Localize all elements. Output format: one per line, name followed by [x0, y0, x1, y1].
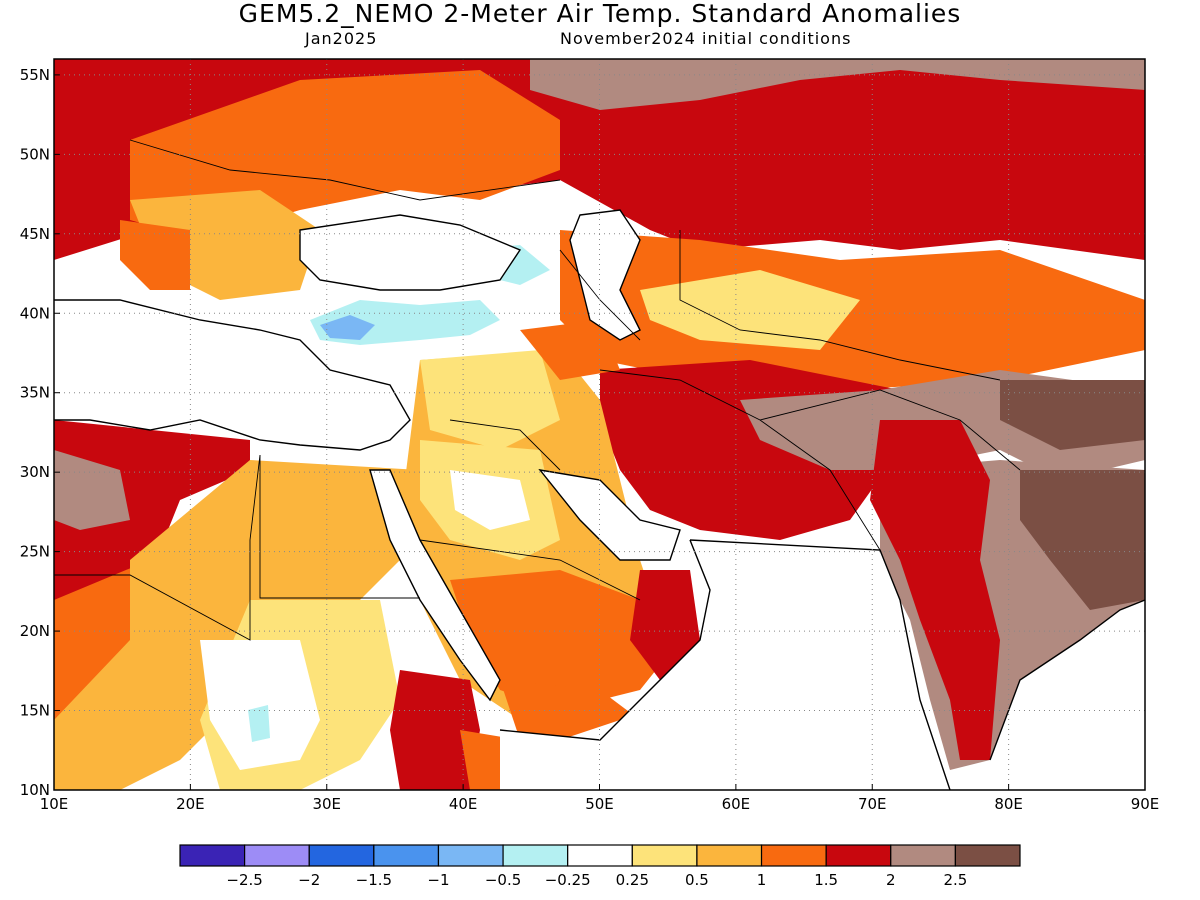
arabian-sea — [560, 540, 950, 790]
colorbar-swatch — [890, 844, 956, 867]
lon-tick-label: 40E — [449, 795, 478, 813]
shade-iraq-yellow — [420, 350, 560, 450]
political-borders — [54, 139, 1021, 641]
colorbar-swatch — [760, 844, 827, 867]
colorbar-swatch — [437, 844, 504, 867]
lat-tick-label: 30N — [20, 463, 50, 481]
colorbar-swatch — [631, 844, 698, 867]
colorbar-label: 0.5 — [685, 871, 709, 889]
colorbar-swatch — [179, 844, 246, 867]
shade-caucasus-orange — [520, 320, 620, 380]
colorbar-label: −1 — [427, 871, 449, 889]
shade-arabia-white — [450, 470, 530, 530]
lat-tick-label: 25N — [20, 543, 50, 561]
shade-anatolia-blue — [320, 315, 375, 340]
colorbar-label: 1.5 — [814, 871, 838, 889]
shade-africa-brown — [54, 450, 130, 530]
shade-india-dark-red — [870, 420, 1000, 760]
colorbar-label: 1 — [757, 871, 767, 889]
map-title: GEM5.2_NEMO 2-Meter Air Temp. Standard A… — [238, 0, 962, 28]
lon-tick-label: 60E — [722, 795, 751, 813]
red-sea — [370, 470, 500, 700]
colorbar-label: −0.25 — [545, 871, 591, 889]
colorbar-label: 2.5 — [943, 871, 967, 889]
colorbar-swatch — [696, 844, 763, 867]
shade-tibet-dark-brown — [1000, 380, 1145, 450]
colorbar-swatch — [308, 844, 375, 867]
lat-tick-label: 50N — [20, 145, 50, 163]
shade-ne-brown — [530, 59, 1145, 110]
colorbar-label: −1.5 — [356, 871, 392, 889]
bay-of-bengal — [990, 600, 1145, 790]
colorbar: −2.5 −2 −1.5 −1 −0.5 −0.25 0.25 0.5 1 1.5 2 2.5 — [179, 844, 1021, 889]
lat-tick-label: 55N — [20, 66, 50, 84]
lon-tick-label: 20E — [176, 795, 205, 813]
lat-tick-label: 15N — [20, 702, 50, 720]
persian-gulf — [540, 470, 680, 560]
gulf-of-aden — [500, 730, 610, 790]
lon-tick-label: 30E — [312, 795, 341, 813]
shade-india-dark-brown — [1020, 470, 1145, 610]
shade-sudan-white — [200, 640, 320, 770]
shade-arabia-orange — [450, 570, 680, 710]
shade-central-asia-yellow — [640, 270, 860, 350]
lon-tick-label: 50E — [585, 795, 614, 813]
subtitle-month: Jan2025 — [305, 29, 378, 48]
colorbar-label: 0.25 — [616, 871, 649, 889]
shade-central-asia-orange — [560, 230, 1145, 390]
colorbar-label: −0.5 — [485, 871, 521, 889]
lat-tick-label: 35N — [20, 384, 50, 402]
shade-oman-dark-red — [630, 570, 700, 680]
colorbar-swatch — [954, 844, 1021, 867]
lat-tick-label: 40N — [20, 304, 50, 322]
lon-tick-label: 70E — [858, 795, 887, 813]
lon-tick-label: 90E — [1131, 795, 1160, 813]
lat-tick-label: 20N — [20, 622, 50, 640]
colorbar-label: 2 — [886, 871, 896, 889]
axis-ticks: 10E 20E 30E 40E 50E 60E 70E 80E 90E 10N 15N 20N 25N 3… — [20, 66, 1160, 813]
mediterranean-sea — [54, 300, 410, 450]
colorbar-label: −2 — [298, 871, 320, 889]
colorbar-swatch — [244, 844, 310, 867]
shade-africa-amber — [54, 460, 420, 790]
colorbar-swatch — [825, 844, 892, 867]
lon-tick-label: 80E — [994, 795, 1023, 813]
subtitle-init: November2024 initial conditions — [560, 29, 852, 48]
colorbar-label: −2.5 — [226, 871, 262, 889]
colorbar-swatch — [567, 844, 633, 867]
lon-tick-label: 10E — [40, 795, 69, 813]
colorbar-swatch — [502, 844, 569, 867]
lat-lon-grid — [54, 59, 1145, 790]
shade-italy-orange — [120, 220, 190, 290]
lat-tick-label: 45N — [20, 225, 50, 243]
colorbar-swatch — [373, 844, 440, 867]
coastlines — [54, 209, 1145, 790]
shade-ethiopia-dark-red — [390, 670, 480, 790]
lat-tick-label: 10N — [20, 781, 50, 799]
shade-sudan-cyan — [248, 705, 270, 742]
